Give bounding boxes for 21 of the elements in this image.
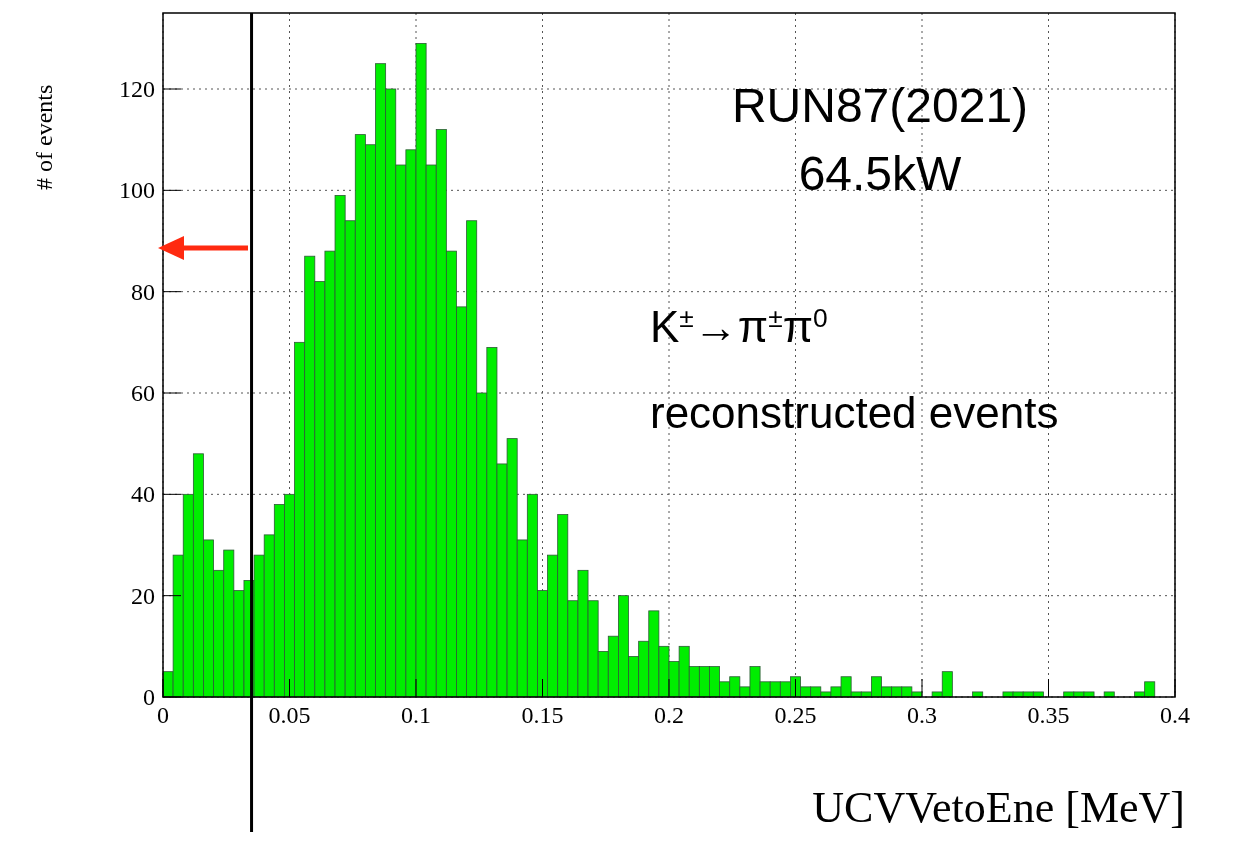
y-tick-label: 100 bbox=[119, 177, 155, 204]
y-axis-title: # of events bbox=[31, 84, 57, 190]
annotation: reconstructed events bbox=[650, 388, 1059, 437]
annotation: 64.5kW bbox=[798, 147, 963, 200]
annotation: RUN87(2021) bbox=[731, 79, 1029, 132]
y-tick-label: 120 bbox=[119, 76, 155, 102]
x-tick-label: 0.4 bbox=[1160, 702, 1190, 728]
x-tick-label: 0.3 bbox=[907, 702, 937, 728]
y-tick-label: 40 bbox=[131, 481, 155, 508]
x-tick-label: 0.05 bbox=[268, 702, 311, 728]
annotation: K$^{±}$→π$^{±}$π$^{0}$ bbox=[650, 302, 828, 351]
y-tick-label: 0 bbox=[143, 684, 155, 710]
x-axis-title: UCVVetoEne [MeV] bbox=[812, 783, 1185, 832]
x-tick-label: 0.1 bbox=[401, 702, 431, 728]
x-tick-label: 0.15 bbox=[521, 702, 564, 728]
x-tick-label: 0.25 bbox=[774, 702, 817, 728]
x-tick-label: 0.2 bbox=[654, 702, 684, 728]
y-tick-label: 20 bbox=[131, 582, 155, 609]
x-tick-label: 0.35 bbox=[1027, 702, 1070, 728]
y-tick-label: 80 bbox=[131, 278, 155, 305]
y-tick-label: 60 bbox=[131, 380, 155, 406]
